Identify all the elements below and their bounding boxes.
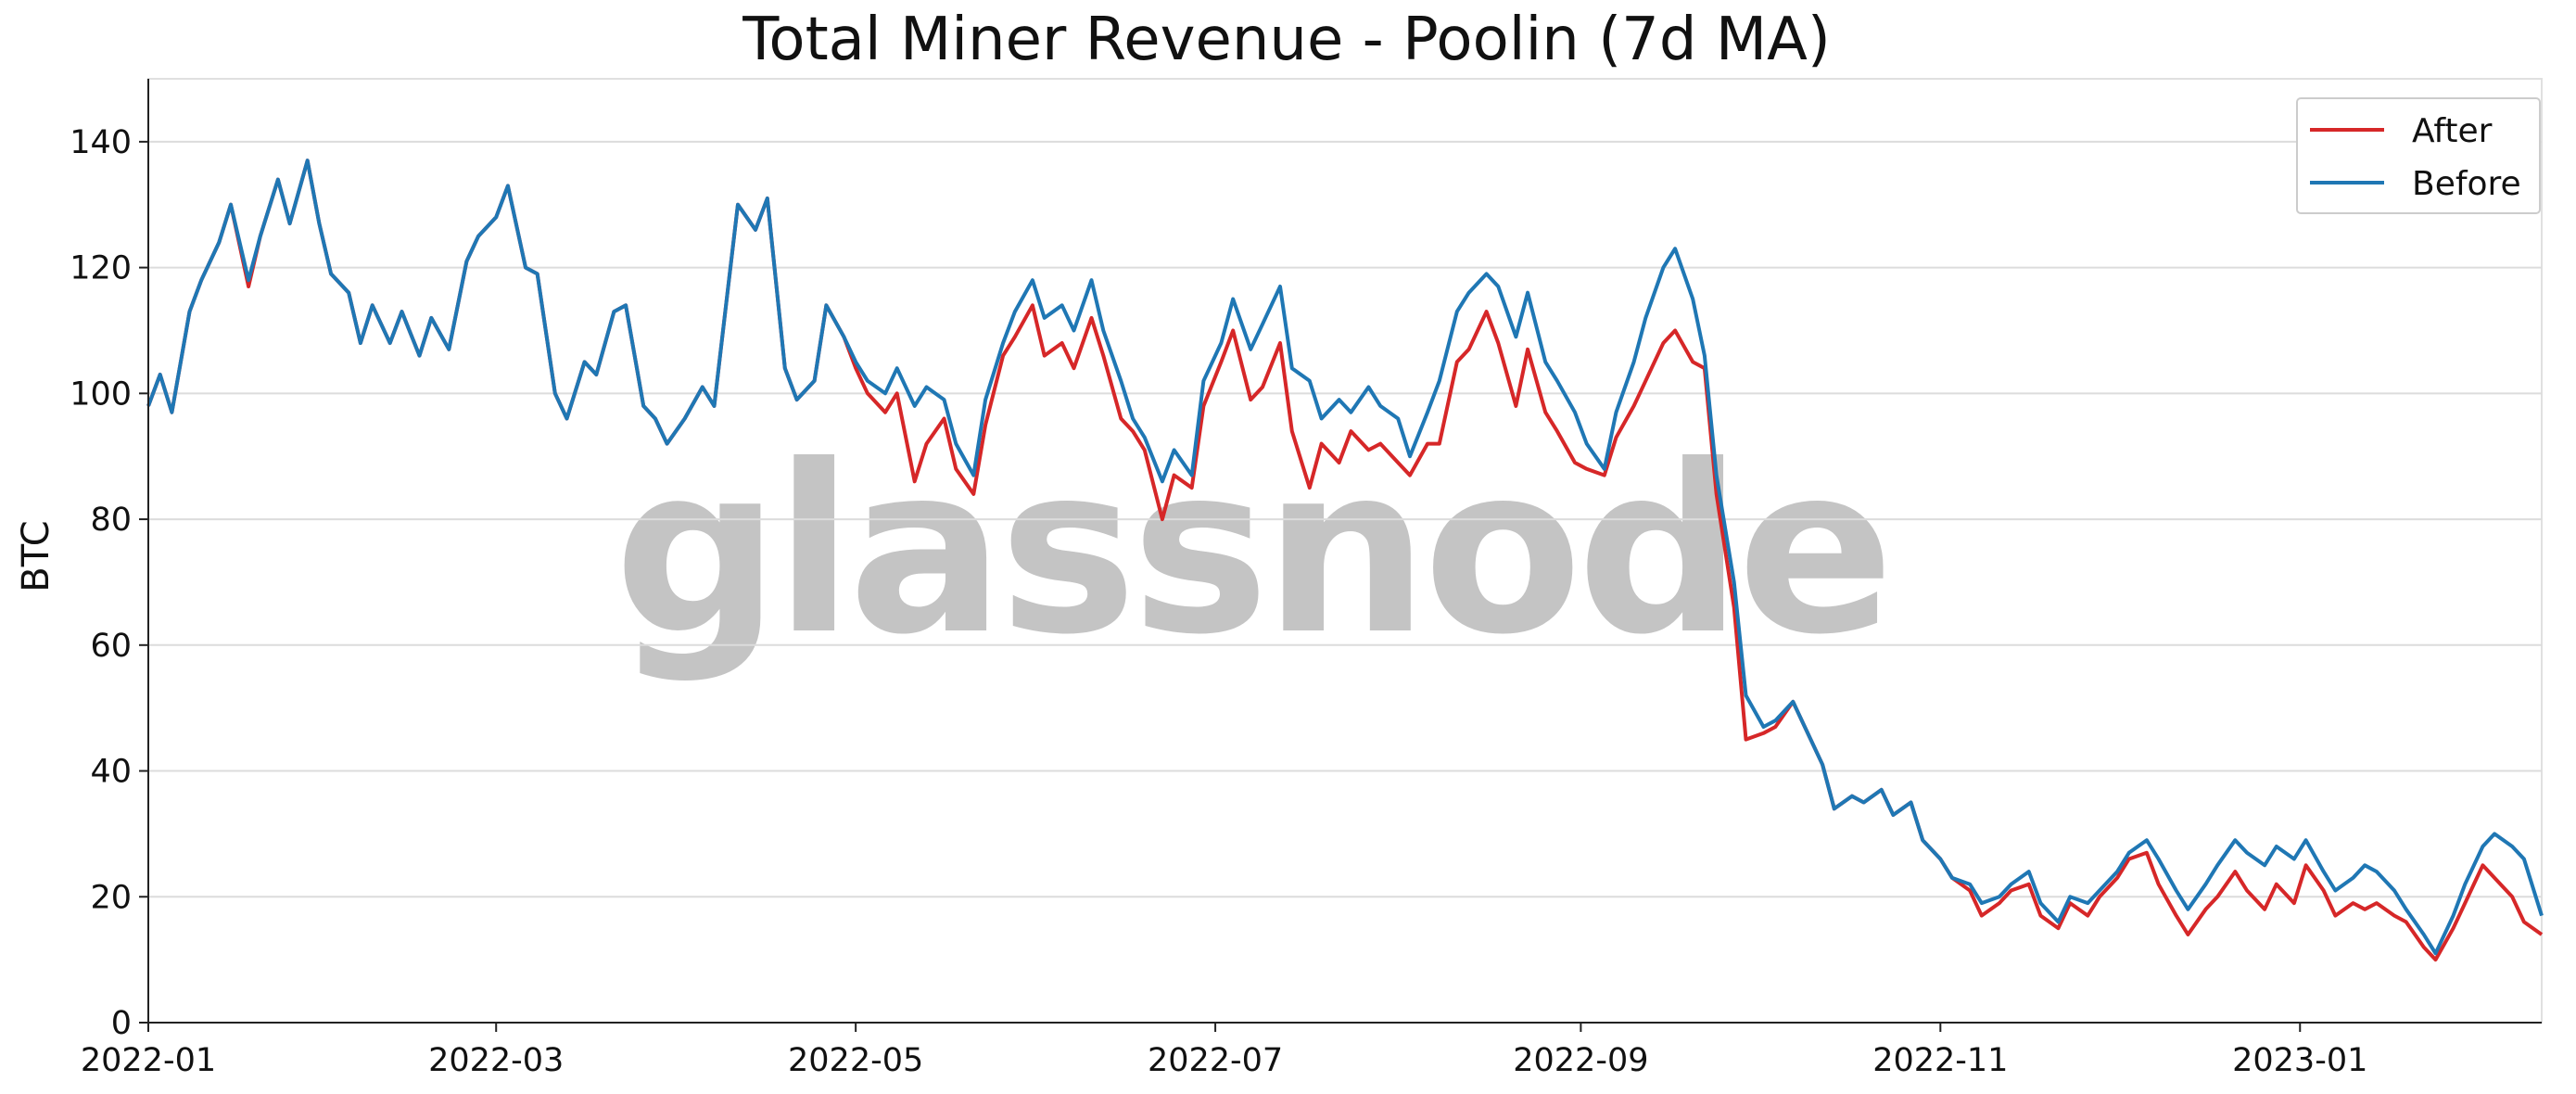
watermark-logo: glassnode [614, 415, 1888, 685]
y-tick-label: 60 [90, 628, 132, 665]
y-tick-label: 140 [70, 124, 132, 161]
x-tick-label: 2022-03 [428, 1042, 564, 1079]
axes: 0 20 40 60 80 100 120 140 2022-01 2022-03 2022-05 2… [70, 79, 2542, 1079]
y-tick-label: 40 [90, 754, 132, 791]
x-tick-label: 2022-01 [81, 1042, 216, 1079]
y-tick-label: 120 [70, 250, 132, 287]
chart-title: Total Miner Revenue - Poolin (7d MA) [742, 6, 1831, 74]
y-tick-label: 0 [111, 1005, 132, 1042]
series-line-before [146, 159, 2544, 956]
x-tick-label: 2022-11 [1872, 1042, 2008, 1079]
x-tick-label: 2022-07 [1148, 1042, 1283, 1079]
x-tick-label: 2022-09 [1513, 1042, 1648, 1079]
legend-label-before: Before [2412, 165, 2521, 203]
y-tick-label: 80 [90, 502, 132, 539]
legend-label-after: After [2412, 112, 2493, 150]
x-tick-label: 2023-01 [2232, 1042, 2367, 1079]
y-axis-label: BTC [15, 520, 57, 592]
y-tick-label: 100 [70, 375, 132, 413]
series-lines [146, 159, 2544, 962]
legend: After Before [2296, 97, 2541, 214]
x-tick-label: 2022-05 [788, 1042, 923, 1079]
y-tick-label: 20 [90, 879, 132, 916]
